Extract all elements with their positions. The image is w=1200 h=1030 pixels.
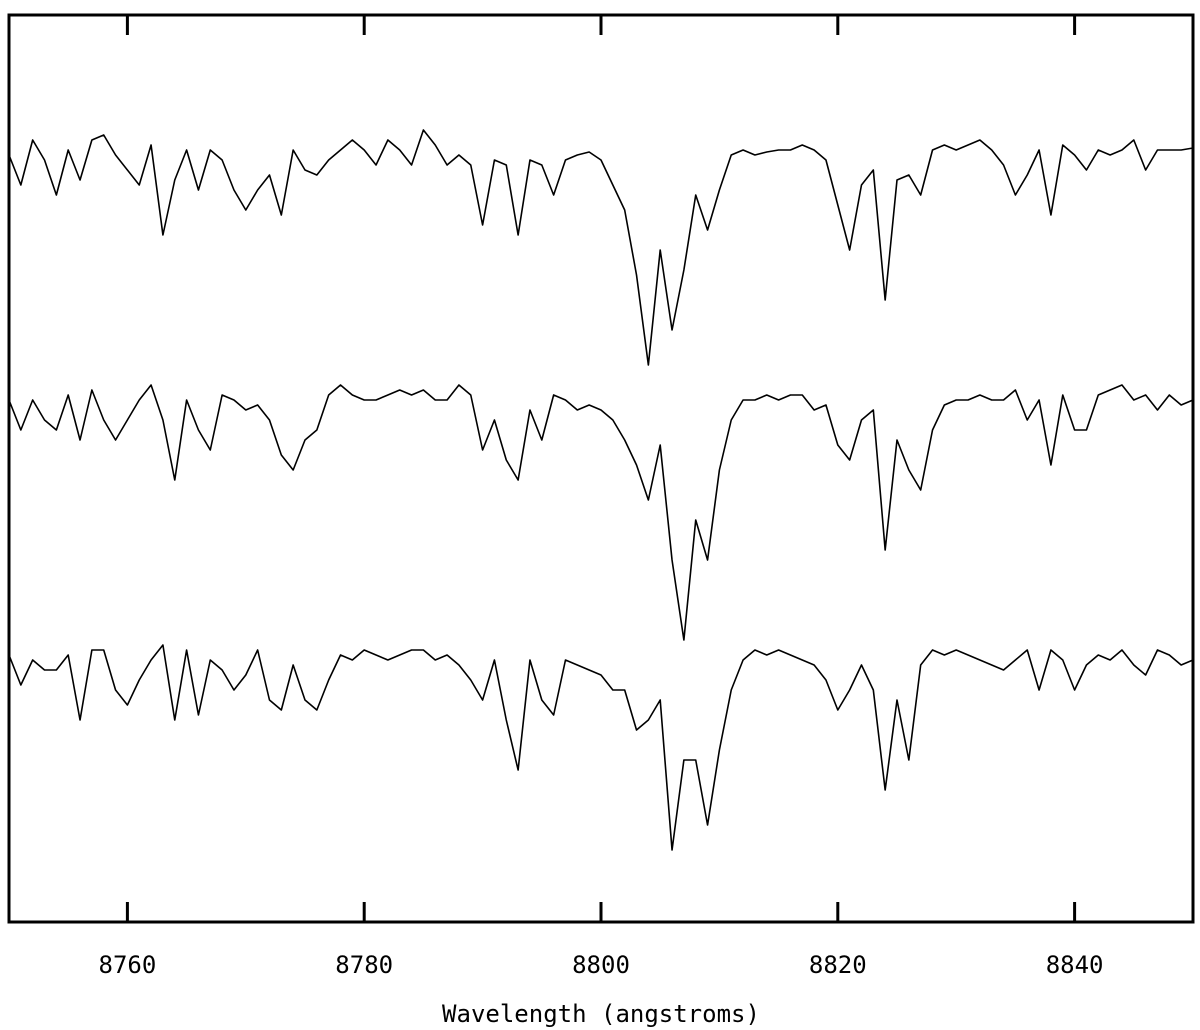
x-axis-label: Wavelength (angstroms)	[442, 1000, 760, 1028]
x-tick-label: 8800	[572, 951, 630, 979]
x-tick-label: 8760	[99, 951, 157, 979]
spectrum-line	[8, 644, 1194, 851]
x-tick-label: 8840	[1046, 951, 1104, 979]
spectrum-line	[8, 129, 1194, 366]
x-tick-label: 8780	[335, 951, 393, 979]
spectrum-line	[8, 384, 1194, 641]
x-tick-label: 8820	[809, 951, 867, 979]
